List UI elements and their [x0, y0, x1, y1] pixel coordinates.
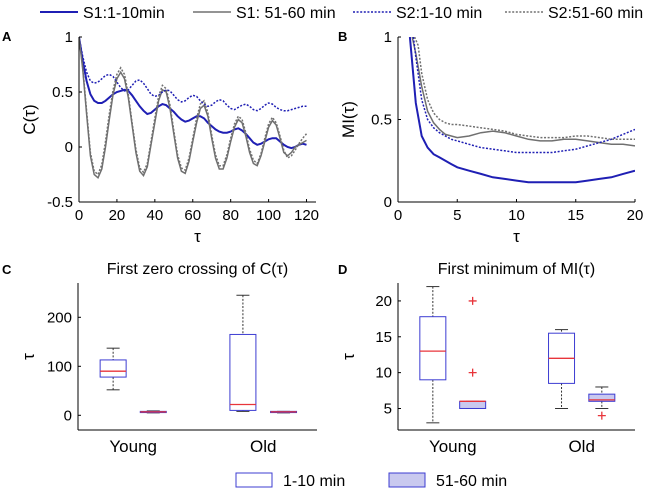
box-iqr	[419, 316, 447, 381]
y-axis-label: τ	[339, 353, 358, 360]
legend-label: S1:1-10min	[83, 5, 165, 22]
category-label-old: Old	[568, 437, 594, 456]
legend-label: 1-10 min	[283, 473, 345, 490]
outlier-marker	[597, 411, 606, 420]
series-line-s1-51-60-min	[411, 37, 635, 147]
panel-label-a: A	[2, 29, 12, 44]
x-tick-label: 15	[567, 207, 584, 224]
y-tick-label: 200	[47, 309, 72, 326]
legend-bottom: 1-10 min 51-60 min	[235, 472, 507, 490]
panel-label-b: B	[338, 29, 347, 44]
box-old-1-10-	[229, 294, 257, 412]
box-iqr	[99, 359, 127, 378]
box-iqr	[459, 400, 487, 409]
chart-title: First zero crossing of C(τ)	[107, 261, 288, 278]
chart-title: First minimum of MI(τ)	[438, 261, 595, 278]
outlier-marker	[468, 368, 477, 377]
series-line-s1-1-10min	[79, 37, 307, 150]
legend-top: S1:1-10min S1: 51-60 min S2:1-10 min S2:51-…	[40, 5, 643, 22]
y-tick-label: 0.5	[371, 112, 392, 129]
panel-c-zero-crossing-boxplot: 0 100 200 Young Old First zero crossing of C(…	[19, 261, 317, 456]
x-axis-label: τ	[513, 227, 520, 246]
y-tick-label: 0	[64, 407, 72, 424]
box-old-51-60-	[588, 386, 616, 420]
category-label-old: Old	[250, 437, 276, 456]
x-tick-label: 0	[75, 207, 83, 224]
legend-label: 51-60 min	[436, 473, 507, 490]
box-young-1-10-	[419, 286, 447, 424]
y-tick-label: 1	[65, 29, 73, 46]
y-tick-label: 0.5	[52, 84, 73, 101]
x-tick-label: 40	[146, 207, 163, 224]
series-line-s1-51-60-min	[79, 37, 307, 180]
series-line-s2-51-60-min	[79, 37, 308, 176]
x-tick-label: 20	[109, 207, 126, 224]
y-axis-label: τ	[19, 353, 38, 360]
category-label-young: Young	[429, 437, 477, 456]
series-line-s2-1-10-min	[79, 37, 307, 112]
box-young-51-60-	[139, 410, 167, 414]
panel-d-mi-minimum-boxplot: 5 10 15 20 Young Old First minimum of MI(τ) τ	[339, 261, 635, 456]
y-tick-label: 20	[375, 293, 392, 310]
box-iqr	[229, 333, 257, 411]
y-tick-label: 1	[384, 29, 392, 46]
legend-swatch	[235, 472, 273, 488]
x-tick-label: 5	[453, 207, 461, 224]
legend-swatch	[388, 472, 426, 488]
box-young-1-10-	[99, 347, 127, 391]
y-tick-label: 5	[384, 400, 392, 417]
y-axis-label: MI(τ)	[339, 101, 358, 138]
x-tick-label: 60	[184, 207, 201, 224]
y-tick-label: 0	[65, 139, 73, 156]
x-axis-label: τ	[194, 227, 201, 246]
x-tick-label: 120	[294, 207, 319, 224]
y-tick-label: 100	[47, 358, 72, 375]
panel-label-c: C	[2, 262, 12, 277]
y-axis-label: C(τ)	[20, 104, 39, 134]
y-tick-label: -0.5	[47, 194, 73, 211]
x-tick-label: 10	[508, 207, 525, 224]
y-tick-label: 10	[375, 365, 392, 382]
panel-b-mutual-information: 0 5 10 15 20 0 0.5 1 τ MI(τ)	[339, 29, 643, 246]
legend-label: S2:51-60 min	[548, 5, 643, 22]
x-tick-label: 0	[394, 207, 402, 224]
x-tick-label: 80	[222, 207, 239, 224]
category-label-young: Young	[109, 437, 157, 456]
outlier-marker	[468, 296, 477, 305]
y-tick-label: 0	[384, 194, 392, 211]
series-line-s2-1-10-min	[412, 37, 635, 154]
y-tick-label: 15	[375, 329, 392, 346]
x-tick-label: 100	[256, 207, 281, 224]
box-old-1-10-	[548, 329, 576, 409]
x-tick-label: 20	[627, 207, 644, 224]
series-line-s1-1-10min	[408, 37, 635, 184]
panel-label-d: D	[338, 262, 347, 277]
legend-label: S1: 51-60 min	[236, 5, 336, 22]
series-line-s2-51-60-min	[413, 37, 635, 141]
box-iqr	[588, 393, 616, 402]
box-old-51-60-	[270, 410, 298, 414]
box-young-51-60-	[459, 296, 487, 409]
legend-label: S2:1-10 min	[396, 5, 482, 22]
